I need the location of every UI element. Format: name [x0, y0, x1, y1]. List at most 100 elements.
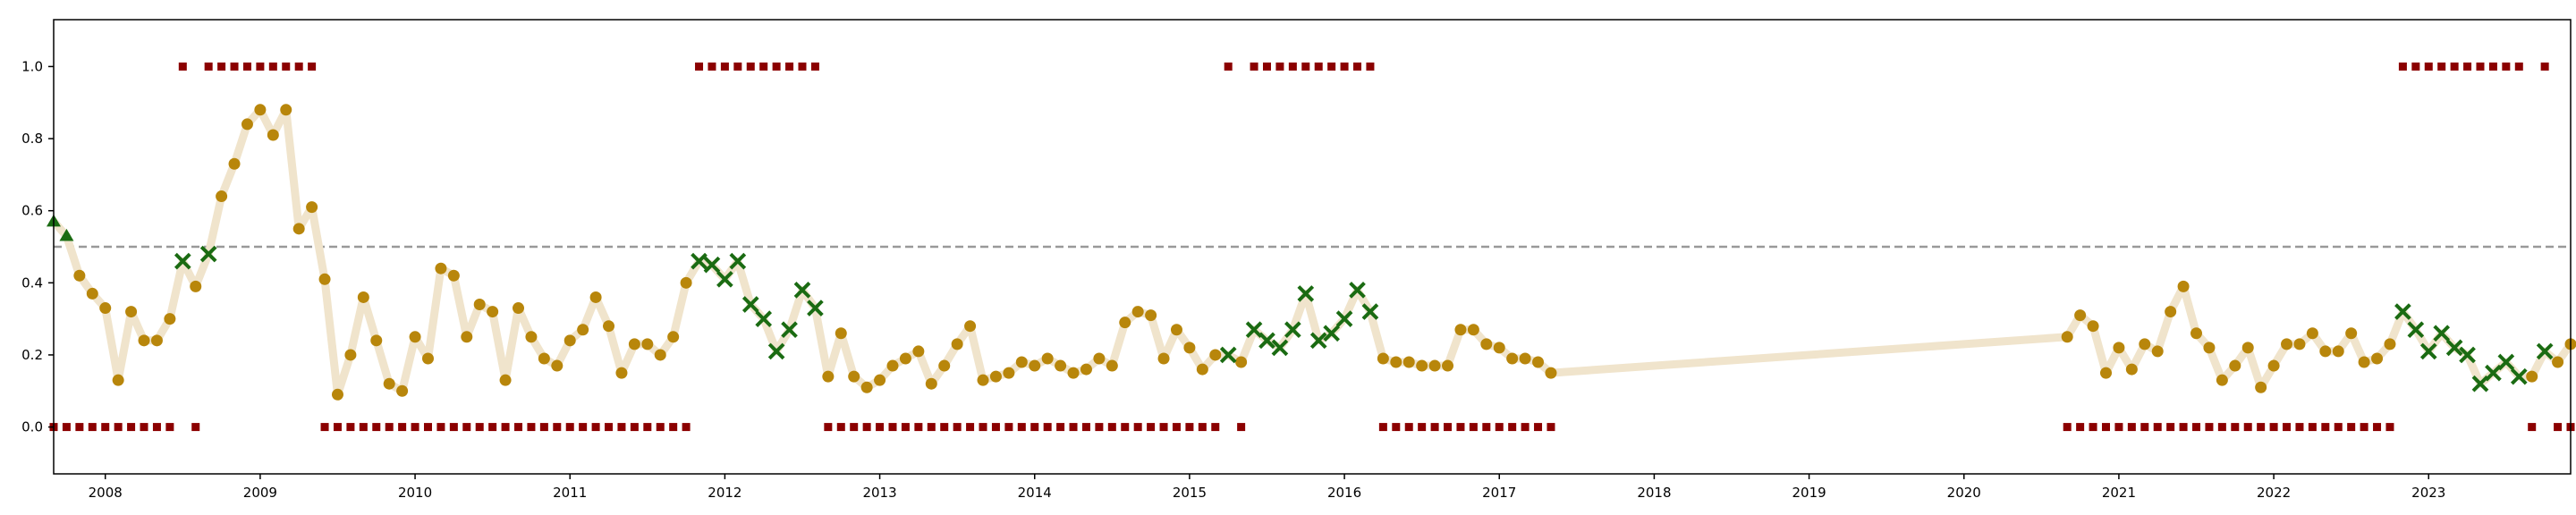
- circle-marker: [331, 388, 343, 401]
- circle-marker: [2255, 381, 2267, 393]
- flag-marker: [359, 423, 368, 432]
- cross-marker: [1245, 321, 1263, 339]
- y-tick-label: 1.0: [21, 58, 43, 74]
- circle-marker: [1235, 356, 1248, 368]
- cross-marker: [2394, 303, 2411, 320]
- flag-marker: [1017, 423, 1026, 432]
- flag-marker: [1185, 423, 1194, 432]
- flag-marker: [579, 423, 588, 432]
- flag-marker: [75, 423, 84, 432]
- y-tick-label: 0.6: [21, 203, 43, 219]
- flag-marker: [436, 423, 445, 432]
- circle-marker: [577, 324, 589, 336]
- circle-marker: [1428, 359, 1441, 372]
- circle-marker: [1480, 338, 1493, 350]
- flag-marker: [1418, 423, 1427, 432]
- flag-marker: [1444, 423, 1453, 432]
- flag-marker: [165, 423, 174, 432]
- cross-marker: [741, 296, 759, 313]
- circle-marker: [603, 320, 615, 333]
- circle-marker: [1545, 367, 1557, 379]
- flag-marker: [423, 423, 432, 432]
- x-tick-label: 2020: [1947, 485, 1981, 501]
- flag-marker: [785, 62, 794, 71]
- circle-marker: [241, 118, 253, 131]
- flag-marker: [798, 62, 807, 71]
- cross-marker: [174, 252, 191, 270]
- flag-marker: [656, 423, 665, 432]
- flag-marker: [1275, 62, 1284, 71]
- circle-marker: [1377, 352, 1389, 365]
- flag-marker: [565, 423, 574, 432]
- flag-marker: [2488, 62, 2497, 71]
- circle-marker: [1532, 356, 1545, 368]
- flag-marker: [2540, 62, 2549, 71]
- cross-marker: [2459, 346, 2476, 364]
- flag-marker: [346, 423, 355, 432]
- circle-marker: [835, 327, 847, 340]
- circle-marker: [306, 201, 318, 214]
- flag-marker: [746, 62, 755, 71]
- circle-marker: [99, 302, 112, 315]
- flag-marker: [501, 423, 510, 432]
- circle-marker: [1119, 317, 1131, 329]
- flag-marker: [1224, 62, 1233, 71]
- flag-marker: [1172, 423, 1181, 432]
- flag-marker: [1521, 423, 1530, 432]
- cross-marker: [2419, 342, 2437, 360]
- flag-marker: [1469, 423, 1478, 432]
- cross-marker: [2485, 364, 2502, 382]
- circle-marker: [1493, 342, 1505, 354]
- circle-marker: [977, 374, 989, 386]
- circle-marker: [680, 276, 692, 289]
- circle-marker: [525, 331, 538, 343]
- circle-marker: [2319, 345, 2332, 358]
- flag-marker: [1147, 423, 1156, 432]
- flag-marker: [204, 62, 213, 71]
- flag-marker: [1404, 423, 1413, 432]
- cross-marker: [1361, 303, 1379, 320]
- cross-marker: [767, 342, 785, 360]
- circle-marker: [487, 306, 499, 318]
- circle-marker: [370, 334, 383, 347]
- flag-marker: [2437, 62, 2446, 71]
- x-tick-label: 2011: [553, 485, 587, 501]
- cross-marker: [691, 252, 708, 270]
- circle-marker: [2113, 342, 2125, 354]
- flag-marker: [191, 423, 200, 432]
- flag-marker: [2205, 423, 2214, 432]
- circle-marker: [1003, 367, 1015, 379]
- flag-marker: [2528, 423, 2537, 432]
- circle-marker: [421, 352, 434, 365]
- flag-marker: [462, 423, 471, 432]
- flag-marker: [2321, 423, 2330, 432]
- circle-marker: [2358, 356, 2370, 368]
- circle-marker: [964, 320, 977, 333]
- cross-marker: [1271, 339, 1289, 357]
- circle-marker: [112, 374, 124, 386]
- circle-marker: [848, 370, 860, 383]
- circle-marker: [2526, 370, 2538, 383]
- flag-marker: [1430, 423, 1439, 432]
- flag-marker: [1081, 423, 1090, 432]
- flag-marker: [2076, 423, 2085, 432]
- circle-marker: [2216, 374, 2228, 386]
- flag-marker: [1211, 423, 1220, 432]
- cross-marker: [1284, 321, 1301, 339]
- y-tick-label: 0.2: [21, 347, 43, 363]
- flag-marker: [527, 423, 536, 432]
- y-tick-label: 0.8: [21, 131, 43, 147]
- circle-marker: [228, 157, 241, 170]
- flag-marker: [88, 423, 97, 432]
- circle-marker: [925, 377, 937, 390]
- circle-marker: [1093, 352, 1106, 365]
- flag-marker: [2231, 423, 2240, 432]
- cross-marker: [729, 252, 747, 270]
- x-tick-label: 2008: [89, 485, 123, 501]
- flag-marker: [1340, 62, 1349, 71]
- flag-marker: [1030, 423, 1039, 432]
- cross-marker: [2471, 375, 2489, 393]
- flag-marker: [940, 423, 949, 432]
- x-tick-label: 2012: [708, 485, 741, 501]
